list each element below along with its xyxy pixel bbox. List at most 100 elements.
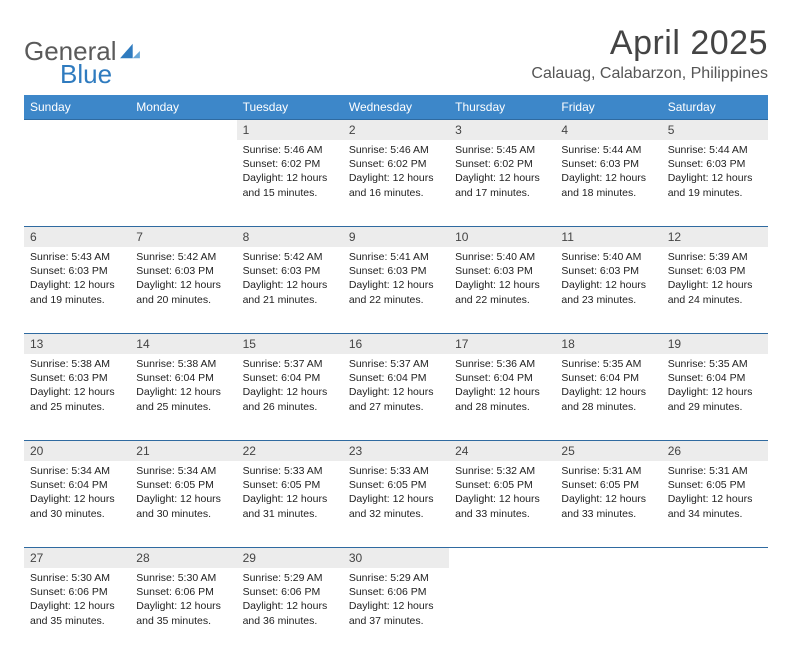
- sunset-text: Sunset: 6:03 PM: [668, 157, 762, 171]
- daylight-text: Daylight: 12 hours: [349, 385, 443, 399]
- calendar-body: 12345Sunrise: 5:46 AMSunset: 6:02 PMDayl…: [24, 119, 768, 654]
- daylight-text: and 33 minutes.: [455, 507, 549, 521]
- day-number: [24, 119, 130, 140]
- day-cell: Sunrise: 5:35 AMSunset: 6:04 PMDaylight:…: [555, 354, 661, 418]
- weekday-header: Tuesday: [237, 95, 343, 119]
- sunset-text: Sunset: 6:06 PM: [349, 585, 443, 599]
- daylight-text: Daylight: 12 hours: [668, 492, 762, 506]
- day-number: 26: [662, 440, 768, 461]
- sunset-text: Sunset: 6:05 PM: [668, 478, 762, 492]
- daylight-text: and 33 minutes.: [561, 507, 655, 521]
- daylight-text: Daylight: 12 hours: [30, 599, 124, 613]
- day-number: 18: [555, 333, 661, 354]
- daylight-text: and 28 minutes.: [455, 400, 549, 414]
- sunset-text: Sunset: 6:02 PM: [243, 157, 337, 171]
- sunset-text: Sunset: 6:05 PM: [455, 478, 549, 492]
- sunrise-text: Sunrise: 5:46 AM: [243, 143, 337, 157]
- day-number: 12: [662, 226, 768, 247]
- sunset-text: Sunset: 6:03 PM: [30, 371, 124, 385]
- daylight-text: and 19 minutes.: [30, 293, 124, 307]
- daylight-text: and 35 minutes.: [136, 614, 230, 628]
- daylight-text: and 25 minutes.: [30, 400, 124, 414]
- daylight-text: and 21 minutes.: [243, 293, 337, 307]
- day-cell: Sunrise: 5:35 AMSunset: 6:04 PMDaylight:…: [662, 354, 768, 418]
- day-cell: Sunrise: 5:42 AMSunset: 6:03 PMDaylight:…: [130, 247, 236, 311]
- day-cell: Sunrise: 5:30 AMSunset: 6:06 PMDaylight:…: [24, 568, 130, 632]
- daylight-text: Daylight: 12 hours: [561, 492, 655, 506]
- day-cell: Sunrise: 5:39 AMSunset: 6:03 PMDaylight:…: [662, 247, 768, 311]
- day-number: 13: [24, 333, 130, 354]
- day-cell: Sunrise: 5:33 AMSunset: 6:05 PMDaylight:…: [343, 461, 449, 525]
- day-number: 9: [343, 226, 449, 247]
- daylight-text: and 37 minutes.: [349, 614, 443, 628]
- daylight-text: Daylight: 12 hours: [30, 492, 124, 506]
- daylight-text: Daylight: 12 hours: [668, 385, 762, 399]
- sunset-text: Sunset: 6:06 PM: [136, 585, 230, 599]
- sail-icon-2: [119, 36, 141, 66]
- day-number: 4: [555, 119, 661, 140]
- sunset-text: Sunset: 6:06 PM: [30, 585, 124, 599]
- sunrise-text: Sunrise: 5:29 AM: [349, 571, 443, 585]
- day-cell: Sunrise: 5:31 AMSunset: 6:05 PMDaylight:…: [555, 461, 661, 525]
- day-cell: Sunrise: 5:46 AMSunset: 6:02 PMDaylight:…: [343, 140, 449, 204]
- sunrise-text: Sunrise: 5:34 AM: [30, 464, 124, 478]
- daylight-text: and 17 minutes.: [455, 186, 549, 200]
- daylight-text: and 34 minutes.: [668, 507, 762, 521]
- day-cell: Sunrise: 5:29 AMSunset: 6:06 PMDaylight:…: [343, 568, 449, 632]
- daylight-text: Daylight: 12 hours: [561, 385, 655, 399]
- brand-part2: Blue: [60, 59, 112, 89]
- daylight-text: Daylight: 12 hours: [136, 492, 230, 506]
- daylight-text: and 29 minutes.: [668, 400, 762, 414]
- sunrise-text: Sunrise: 5:31 AM: [561, 464, 655, 478]
- day-number: 30: [343, 547, 449, 568]
- day-number: [555, 547, 661, 568]
- day-number: 25: [555, 440, 661, 461]
- daylight-text: Daylight: 12 hours: [243, 171, 337, 185]
- sunrise-text: Sunrise: 5:35 AM: [561, 357, 655, 371]
- sunset-text: Sunset: 6:06 PM: [243, 585, 337, 599]
- daylight-text: Daylight: 12 hours: [349, 171, 443, 185]
- daylight-text: Daylight: 12 hours: [668, 278, 762, 292]
- daylight-text: Daylight: 12 hours: [136, 385, 230, 399]
- day-cell: [24, 140, 130, 147]
- sunset-text: Sunset: 6:05 PM: [349, 478, 443, 492]
- day-cell: Sunrise: 5:34 AMSunset: 6:05 PMDaylight:…: [130, 461, 236, 525]
- sunset-text: Sunset: 6:04 PM: [561, 371, 655, 385]
- day-number: 8: [237, 226, 343, 247]
- day-cell: [555, 568, 661, 575]
- daylight-text: and 24 minutes.: [668, 293, 762, 307]
- sunset-text: Sunset: 6:02 PM: [349, 157, 443, 171]
- sunset-text: Sunset: 6:04 PM: [243, 371, 337, 385]
- day-number: 29: [237, 547, 343, 568]
- sunset-text: Sunset: 6:03 PM: [136, 264, 230, 278]
- sunrise-text: Sunrise: 5:44 AM: [561, 143, 655, 157]
- daylight-text: Daylight: 12 hours: [243, 492, 337, 506]
- sunset-text: Sunset: 6:03 PM: [455, 264, 549, 278]
- daylight-text: and 28 minutes.: [561, 400, 655, 414]
- daylight-text: Daylight: 12 hours: [349, 492, 443, 506]
- sunrise-text: Sunrise: 5:40 AM: [455, 250, 549, 264]
- day-cell: Sunrise: 5:44 AMSunset: 6:03 PMDaylight:…: [662, 140, 768, 204]
- weekday-header: Saturday: [662, 95, 768, 119]
- sunset-text: Sunset: 6:05 PM: [136, 478, 230, 492]
- day-cell: Sunrise: 5:36 AMSunset: 6:04 PMDaylight:…: [449, 354, 555, 418]
- day-number: 7: [130, 226, 236, 247]
- day-cell: [130, 140, 236, 147]
- sunset-text: Sunset: 6:03 PM: [243, 264, 337, 278]
- sunset-text: Sunset: 6:05 PM: [561, 478, 655, 492]
- sunrise-text: Sunrise: 5:37 AM: [243, 357, 337, 371]
- sunrise-text: Sunrise: 5:39 AM: [668, 250, 762, 264]
- day-cell: Sunrise: 5:45 AMSunset: 6:02 PMDaylight:…: [449, 140, 555, 204]
- daylight-text: Daylight: 12 hours: [455, 385, 549, 399]
- day-number: 24: [449, 440, 555, 461]
- sunset-text: Sunset: 6:03 PM: [561, 157, 655, 171]
- day-number: 20: [24, 440, 130, 461]
- day-cell: Sunrise: 5:38 AMSunset: 6:04 PMDaylight:…: [130, 354, 236, 418]
- day-cell: Sunrise: 5:46 AMSunset: 6:02 PMDaylight:…: [237, 140, 343, 204]
- weekday-header: Wednesday: [343, 95, 449, 119]
- day-cell: Sunrise: 5:30 AMSunset: 6:06 PMDaylight:…: [130, 568, 236, 632]
- day-cell: Sunrise: 5:37 AMSunset: 6:04 PMDaylight:…: [237, 354, 343, 418]
- daylight-text: Daylight: 12 hours: [136, 599, 230, 613]
- daylight-text: and 30 minutes.: [136, 507, 230, 521]
- daylight-text: and 32 minutes.: [349, 507, 443, 521]
